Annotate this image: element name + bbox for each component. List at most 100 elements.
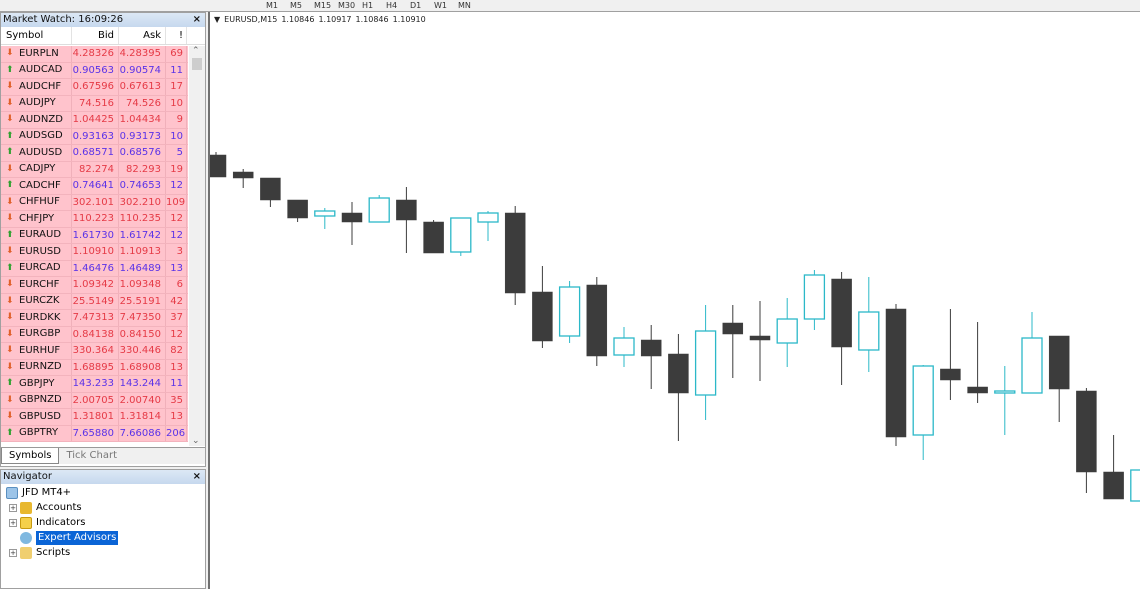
symbol-row[interactable]: ⬆ AUDCAD 0.90563 0.90574 11 <box>1 62 188 79</box>
symbol-row[interactable]: ⬆ GBPTRY 7.65880 7.66086 206 <box>1 425 188 442</box>
bid-cell: 4.28326 <box>72 46 119 62</box>
symbol-row[interactable]: ⬆ AUDSGD 0.93163 0.93173 10 <box>1 128 188 145</box>
candle <box>477 211 499 241</box>
candle <box>260 177 281 207</box>
bear-candle-body <box>640 339 662 357</box>
market-watch-header: Symbol Bid Ask ! <box>1 27 205 45</box>
symbol-row[interactable]: ⬇ CADJPY 82.274 82.293 19 <box>1 161 188 178</box>
symbol-name: GBPNZD <box>19 394 62 406</box>
expand-icon[interactable]: + <box>9 504 17 512</box>
arrow-down-icon: ⬇ <box>6 246 14 257</box>
symbol-row[interactable]: ⬇ EURPLN 4.28326 4.28395 69 <box>1 46 188 63</box>
symbol-row[interactable]: ⬇ AUDNZD 1.04425 1.04434 9 <box>1 112 188 129</box>
spread-cell: 12 <box>166 326 187 342</box>
scroll-up-icon[interactable]: ⌃ <box>192 46 200 56</box>
expert-advisors-icon <box>20 532 32 544</box>
symbol-name: AUDSGD <box>19 130 63 142</box>
bear-candle-body <box>210 154 227 178</box>
scroll-thumb[interactable] <box>192 58 202 70</box>
spread-cell: 10 <box>166 95 187 111</box>
candle <box>504 206 526 305</box>
spread-cell: 12 <box>166 227 187 243</box>
symbol-cell: ⬇ EURCHF <box>1 277 72 293</box>
nav-root[interactable]: JFD MT4+ <box>6 486 71 500</box>
spread-cell: 19 <box>166 161 187 177</box>
symbol-name: EURAUD <box>19 229 62 241</box>
candle <box>940 309 961 400</box>
close-icon[interactable]: × <box>192 471 201 482</box>
nav-item-accounts[interactable]: + Accounts <box>9 501 82 515</box>
toolbar: M1 M5 M15 M30 H1 H4 D1 W1 MN <box>0 0 1140 12</box>
timeframe-w1[interactable]: W1 <box>434 1 447 10</box>
spread-cell: 109 <box>166 194 187 210</box>
timeframe-m15[interactable]: M15 <box>314 1 332 10</box>
symbol-row[interactable]: ⬆ GBPJPY 143.233 143.244 11 <box>1 376 188 393</box>
symbol-row[interactable]: ⬇ CHFHUF 302.101 302.210 109 <box>1 194 188 211</box>
expand-icon[interactable]: + <box>9 549 17 557</box>
timeframe-m5[interactable]: M5 <box>290 1 302 10</box>
column-ask[interactable]: Ask <box>119 27 166 44</box>
chart-window[interactable]: ▼ EURUSD,M15 1.10846 1.10917 1.10846 1.1… <box>208 12 1140 589</box>
bull-candle-body <box>694 330 717 396</box>
symbol-row[interactable]: ⬇ EURHUF 330.364 330.446 82 <box>1 343 188 360</box>
symbol-row[interactable]: ⬆ CADCHF 0.74641 0.74653 12 <box>1 178 188 195</box>
symbol-row[interactable]: ⬇ CHFJPY 110.223 110.235 12 <box>1 211 188 228</box>
symbol-row[interactable]: ⬇ GBPUSD 1.31801 1.31814 13 <box>1 409 188 426</box>
symbol-row[interactable]: ⬆ AUDUSD 0.68571 0.68576 5 <box>1 145 188 162</box>
candle <box>287 199 308 222</box>
expand-icon[interactable]: + <box>9 519 17 527</box>
timeframe-mn[interactable]: MN <box>458 1 471 10</box>
symbol-cell: ⬇ AUDNZD <box>1 112 72 128</box>
symbol-row[interactable]: ⬆ EURCAD 1.46476 1.46489 13 <box>1 260 188 277</box>
nav-item-indicators[interactable]: + Indicators <box>9 516 85 530</box>
chart-menu-icon[interactable]: ▼ <box>214 15 221 24</box>
timeframe-d1[interactable]: D1 <box>410 1 422 10</box>
symbol-row[interactable]: ⬇ EURGBP 0.84138 0.84150 12 <box>1 326 188 343</box>
candle <box>668 334 689 441</box>
spread-cell: 35 <box>166 392 187 408</box>
column-spread[interactable]: ! <box>166 27 187 44</box>
ask-cell: 1.61742 <box>119 227 166 243</box>
candle <box>368 195 390 223</box>
column-symbol[interactable]: Symbol <box>1 27 72 44</box>
symbol-row[interactable]: ⬇ AUDCHF 0.67596 0.67613 17 <box>1 79 188 96</box>
bear-candle-body <box>940 368 961 381</box>
nav-item-expert-advisors[interactable]: Expert Advisors <box>20 531 119 545</box>
candle <box>1076 388 1097 493</box>
arrow-down-icon: ⬇ <box>6 81 14 92</box>
symbol-row[interactable]: ⬇ GBPNZD 2.00705 2.00740 35 <box>1 392 188 409</box>
symbol-name: EURGBP <box>19 328 61 340</box>
candle <box>341 202 363 245</box>
column-bid[interactable]: Bid <box>72 27 119 44</box>
bull-candle-body <box>858 311 880 351</box>
symbol-cell: ⬇ EURGBP <box>1 326 72 342</box>
symbol-name: EURPLN <box>19 47 59 59</box>
chart-symbol: EURUSD,M15 <box>224 15 278 24</box>
candle <box>722 305 744 378</box>
candlestick-chart <box>210 152 1140 502</box>
timeframe-m1[interactable]: M1 <box>266 1 278 10</box>
scroll-down-icon[interactable]: ⌄ <box>192 436 200 446</box>
symbol-row[interactable]: ⬇ EURCZK 25.5149 25.5191 42 <box>1 293 188 310</box>
timeframe-m30[interactable]: M30 <box>338 1 356 10</box>
tab-symbols[interactable]: Symbols <box>1 448 60 464</box>
close-icon[interactable]: × <box>192 14 201 25</box>
symbol-row[interactable]: ⬇ AUDJPY 74.516 74.526 10 <box>1 95 188 112</box>
candle <box>314 208 336 229</box>
symbol-name: GBPUSD <box>19 410 62 422</box>
symbol-row[interactable]: ⬇ EURUSD 1.10910 1.10913 3 <box>1 244 188 261</box>
tab-tick-chart[interactable]: Tick Chart <box>66 450 117 461</box>
nav-item-scripts[interactable]: + Scripts <box>9 546 70 560</box>
candle <box>232 169 254 188</box>
symbol-row[interactable]: ⬇ EURCHF 1.09342 1.09348 6 <box>1 277 188 294</box>
symbol-cell: ⬆ CADCHF <box>1 178 72 194</box>
vertical-scrollbar[interactable]: ⌃ ⌄ <box>189 46 205 446</box>
spread-cell: 3 <box>166 244 187 260</box>
timeframe-h1[interactable]: H1 <box>362 1 374 10</box>
timeframe-h4[interactable]: H4 <box>386 1 398 10</box>
symbol-row[interactable]: ⬆ EURAUD 1.61730 1.61742 12 <box>1 227 188 244</box>
symbol-row[interactable]: ⬇ EURDKK 7.47313 7.47350 37 <box>1 310 188 327</box>
symbol-row[interactable]: ⬇ EURNZD 1.68895 1.68908 13 <box>1 359 188 376</box>
candle <box>831 272 852 385</box>
symbol-cell: ⬆ AUDSGD <box>1 128 72 144</box>
